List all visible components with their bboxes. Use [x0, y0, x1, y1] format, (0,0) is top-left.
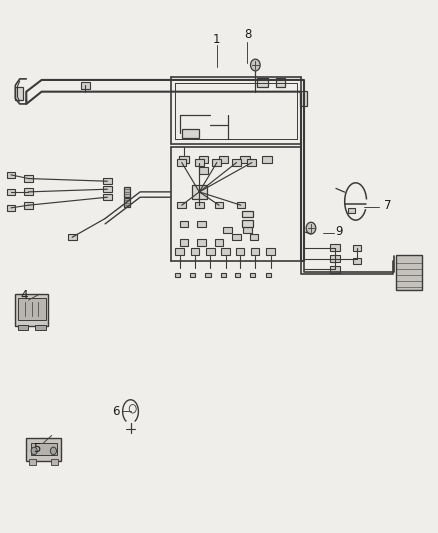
- Bar: [26, 438, 61, 461]
- Bar: [262, 157, 272, 163]
- Text: 4: 4: [20, 289, 28, 302]
- Bar: [103, 194, 112, 200]
- Bar: [243, 227, 252, 233]
- Bar: [7, 172, 15, 177]
- Bar: [240, 157, 250, 163]
- Bar: [219, 157, 228, 163]
- Bar: [195, 202, 204, 208]
- Bar: [180, 221, 188, 227]
- Bar: [242, 220, 253, 227]
- Bar: [242, 211, 253, 217]
- Circle shape: [50, 447, 57, 455]
- Bar: [250, 273, 255, 277]
- Bar: [221, 273, 226, 277]
- Bar: [24, 201, 33, 208]
- Bar: [250, 234, 258, 240]
- Bar: [300, 91, 307, 106]
- Text: 7: 7: [384, 199, 392, 212]
- Bar: [180, 239, 188, 246]
- Circle shape: [31, 447, 37, 455]
- Bar: [232, 234, 241, 240]
- Bar: [205, 273, 211, 277]
- Text: 6: 6: [112, 405, 120, 418]
- Bar: [124, 187, 130, 197]
- Bar: [206, 248, 215, 255]
- Bar: [330, 266, 340, 273]
- Bar: [177, 159, 186, 166]
- Bar: [223, 227, 232, 233]
- Bar: [353, 245, 361, 251]
- Bar: [232, 159, 241, 166]
- Bar: [212, 159, 221, 166]
- Bar: [124, 198, 130, 207]
- Bar: [353, 258, 361, 264]
- Bar: [192, 185, 207, 198]
- Bar: [7, 189, 15, 195]
- Bar: [103, 186, 112, 192]
- Bar: [18, 325, 28, 330]
- Bar: [18, 298, 46, 320]
- Bar: [247, 159, 256, 166]
- Bar: [81, 82, 90, 88]
- Bar: [24, 175, 33, 182]
- Bar: [266, 273, 271, 277]
- Bar: [190, 273, 195, 277]
- Bar: [175, 273, 180, 277]
- Bar: [29, 459, 36, 465]
- Bar: [35, 325, 46, 330]
- Bar: [199, 167, 208, 174]
- Bar: [51, 459, 58, 465]
- Bar: [266, 248, 275, 255]
- Bar: [276, 78, 285, 87]
- Bar: [24, 188, 33, 195]
- Bar: [330, 255, 340, 262]
- Bar: [236, 248, 244, 255]
- Circle shape: [306, 222, 316, 234]
- Bar: [215, 239, 223, 246]
- Bar: [197, 239, 206, 246]
- Bar: [15, 87, 23, 100]
- Bar: [195, 159, 204, 166]
- Text: 8: 8: [244, 28, 251, 41]
- Bar: [348, 208, 355, 213]
- Bar: [175, 248, 184, 255]
- Bar: [7, 205, 15, 211]
- Bar: [31, 443, 57, 455]
- Circle shape: [251, 59, 260, 71]
- Bar: [103, 178, 112, 184]
- Bar: [251, 248, 259, 255]
- Bar: [215, 202, 223, 208]
- Text: 5: 5: [34, 442, 41, 455]
- Bar: [68, 234, 77, 240]
- Bar: [177, 202, 186, 208]
- Bar: [221, 248, 230, 255]
- Bar: [330, 244, 340, 251]
- Bar: [15, 294, 48, 326]
- Bar: [235, 273, 240, 277]
- Text: 1: 1: [213, 34, 221, 46]
- Bar: [257, 78, 268, 87]
- Bar: [191, 248, 199, 255]
- Bar: [179, 157, 189, 163]
- Bar: [182, 129, 199, 138]
- Text: 9: 9: [336, 225, 343, 238]
- Bar: [179, 157, 189, 163]
- Bar: [396, 255, 422, 290]
- Bar: [199, 157, 208, 163]
- Bar: [197, 221, 206, 227]
- Bar: [237, 202, 245, 208]
